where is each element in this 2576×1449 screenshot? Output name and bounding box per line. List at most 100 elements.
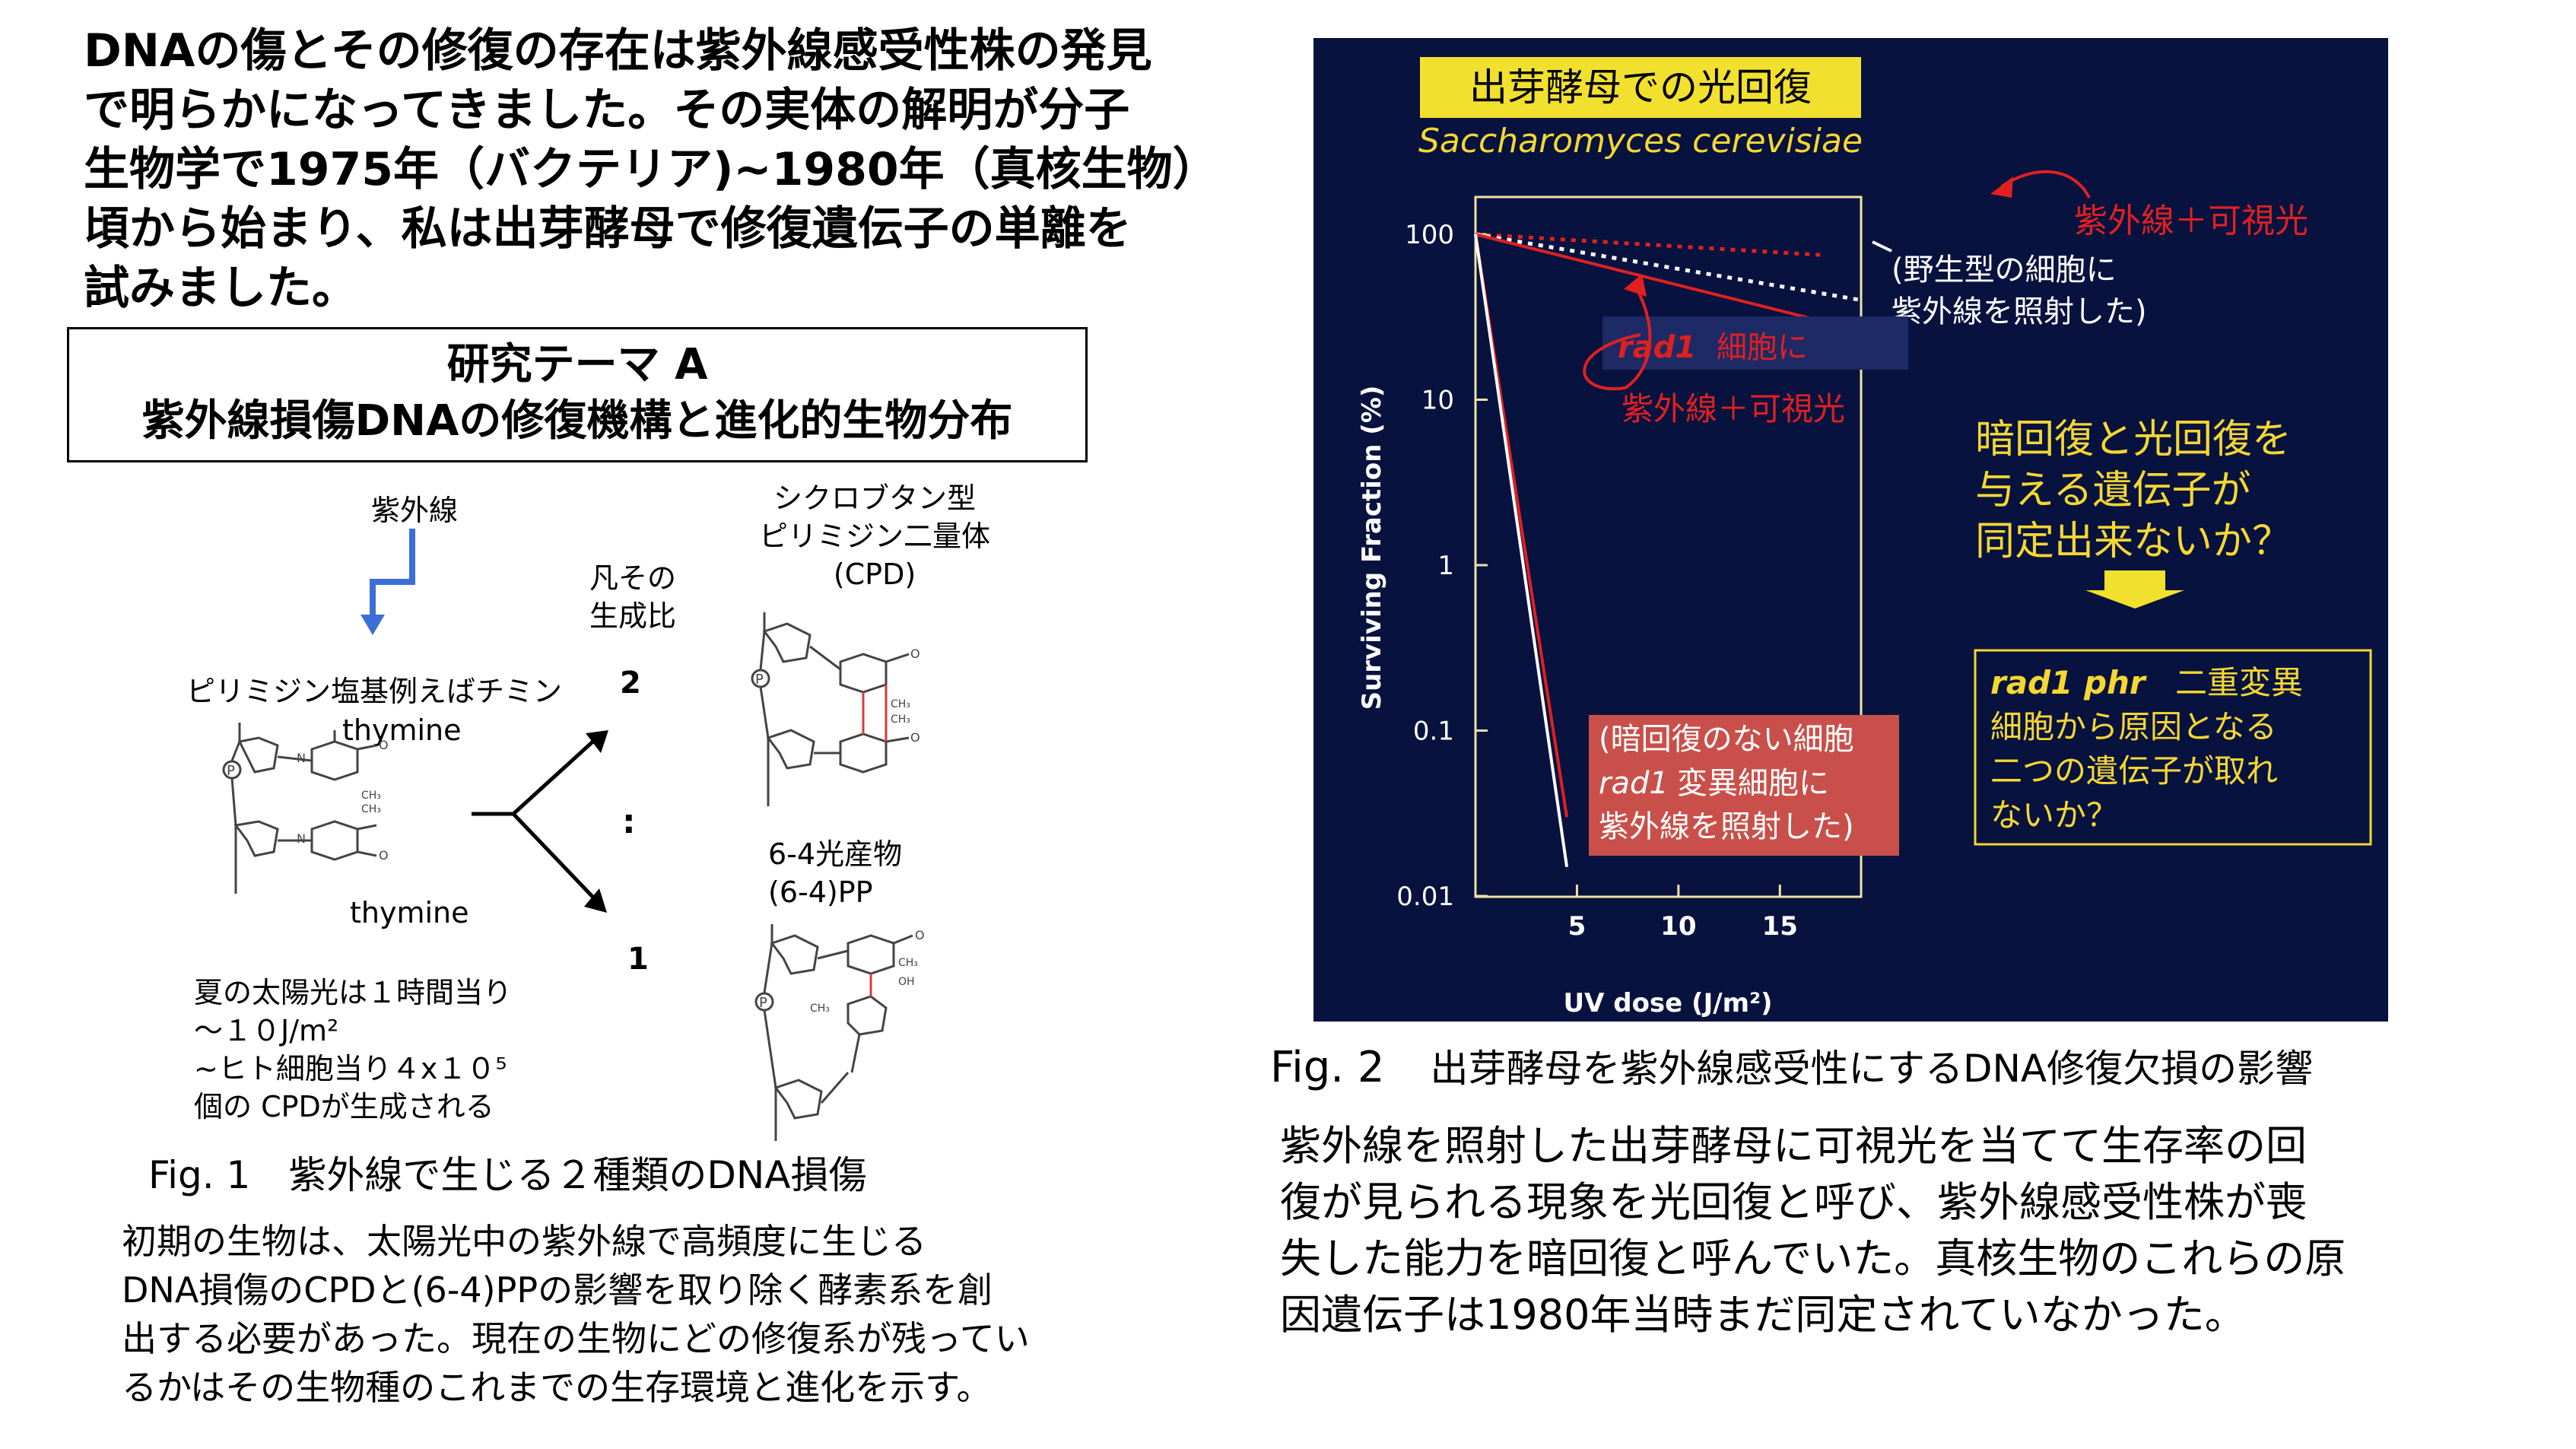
y-tick-label: 0.01 bbox=[1396, 882, 1454, 912]
paragraph-line: るかはその生物種のこれまでの生存環境と進化を示す。 bbox=[122, 1367, 992, 1408]
svg-text:O: O bbox=[379, 738, 389, 752]
cpd-label: シクロブタン型 ピリミジン二量体 (CPD) bbox=[730, 479, 1019, 593]
series-line bbox=[1475, 232, 1821, 257]
branch-arrow-icon bbox=[472, 730, 608, 913]
pp64-structure-diagram: P OH CH₃ CH₃ O bbox=[754, 924, 925, 1141]
fig2-caption: Fig. 2 出芽酵母を紫外線感受性にするDNA修復欠損の影響 bbox=[1270, 1038, 2313, 1093]
pyrimidine-label: ピリミジン塩基例えばチミン bbox=[186, 675, 563, 708]
sunlight-note-line: ～１０J/m² bbox=[194, 1014, 339, 1047]
fig2-caption-number: Fig. 2 bbox=[1270, 1043, 1385, 1092]
intro-line: DNAの傷とその修復の存在は紫外線感受性株の発見 bbox=[84, 24, 1152, 78]
ratio-colon: : bbox=[622, 802, 636, 841]
intro-line: 頃から始まり、私は出芽酵母で修復遺伝子の単離を bbox=[84, 202, 1132, 256]
annot-rad1-cells: 細胞に bbox=[1717, 330, 1808, 365]
y-tick-label: 0.1 bbox=[1413, 717, 1454, 747]
ratio-one: 1 bbox=[627, 942, 649, 977]
annot-uv-vis: 紫外線＋可視光 bbox=[2074, 202, 2308, 240]
annot-dark-box bbox=[1589, 715, 1899, 856]
fig2-caption-text: 出芽酵母を紫外線感受性にするDNA修復欠損の影響 bbox=[1430, 1047, 2314, 1091]
annot-dark-line: 紫外線を照射した) bbox=[1599, 809, 1854, 844]
y-tick-label: 1 bbox=[1437, 551, 1454, 581]
series-line bbox=[1475, 232, 1862, 303]
cpd-structure-diagram: P O O CH₃ CH₃ bbox=[751, 612, 920, 806]
fig2-panel: 出芽酵母での光回復 Saccharomyces cerevisiae Survi… bbox=[1313, 38, 2388, 1022]
ratio-label: 凡その 生成比 bbox=[572, 559, 694, 635]
intro-line: で明らかになってきました。その実体の解明が分子 bbox=[84, 84, 1130, 137]
intro-line: 生物学で1975年（バクテリア)~1980年（真核生物） bbox=[84, 143, 1218, 196]
series-line bbox=[1475, 233, 1822, 323]
question-line: 暗回復と光回復を bbox=[1975, 417, 2292, 462]
arrow-head-icon bbox=[1990, 176, 2013, 198]
svg-text:CH₃: CH₃ bbox=[361, 790, 381, 802]
svg-text:N: N bbox=[297, 751, 306, 765]
sunlight-note-line: 個の CPDが生成される bbox=[194, 1090, 494, 1123]
svg-text:CH₃: CH₃ bbox=[891, 713, 910, 726]
question-line: 同定出来ないか？ bbox=[1975, 519, 2292, 564]
double-mutant-line: ないか？ bbox=[1990, 796, 2118, 834]
intro-line: 試みました。 bbox=[84, 262, 357, 315]
thymine-label-top: thymine bbox=[342, 713, 462, 747]
fig1-caption: Fig. 1 紫外線で生じる２種類のDNA損傷 bbox=[148, 1153, 867, 1197]
cpd-label-line: シクロブタン型 bbox=[773, 481, 976, 515]
x-tick-label: 10 bbox=[1660, 911, 1696, 942]
species-name: Saccharomyces cerevisiae bbox=[1418, 122, 1863, 160]
double-mutant-genes: rad1 phr bbox=[1990, 664, 2147, 701]
svg-text:CH₃: CH₃ bbox=[891, 698, 910, 710]
svg-text:OH: OH bbox=[898, 976, 915, 988]
paragraph-line: 因遺伝子は1980年当時まだ同定されていなかった。 bbox=[1280, 1291, 2246, 1339]
series-line bbox=[1474, 234, 1569, 867]
ratio-label-line: 生成比 bbox=[589, 599, 676, 633]
down-arrow-head-icon bbox=[2085, 590, 2184, 609]
theme-subtitle: 紫外線損傷DNAの修復機構と進化的生物分布 bbox=[141, 396, 1013, 446]
down-arrow-icon bbox=[2104, 570, 2165, 590]
annot-rad1-gene: rad1 bbox=[1618, 330, 1696, 365]
paragraph-line: 紫外線を照射した出芽酵母に可視光を当てて生存率の回 bbox=[1280, 1122, 2307, 1170]
svg-text:N: N bbox=[297, 831, 306, 846]
annot-rad1-treatment: 紫外線＋可視光 bbox=[1622, 390, 1845, 427]
uv-arrow-icon bbox=[361, 529, 415, 635]
ratio-label-line: 凡その bbox=[589, 561, 676, 595]
double-mutant-line: 細胞から原因となる bbox=[1990, 708, 2277, 745]
curved-arrow-icon bbox=[1583, 281, 1652, 391]
pp-label-line: (6-4)PP bbox=[768, 875, 873, 909]
svg-text:CH₃: CH₃ bbox=[810, 1003, 830, 1015]
sunlight-note-line: 夏の太陽光は１時間当り bbox=[194, 976, 513, 1009]
paragraph-line: 出する必要があった。現在の生物にどの修復系が残ってい bbox=[122, 1318, 1030, 1359]
annot-wild-line: (野生型の細胞に bbox=[1892, 253, 2117, 288]
cpd-label-line: ピリミジン二量体 bbox=[758, 520, 990, 553]
thymine-label-bottom: thymine bbox=[350, 896, 469, 929]
theme-title: 研究テーマ A bbox=[446, 340, 708, 389]
x-axis-label: UV dose (J/m²) bbox=[1563, 988, 1772, 1018]
annot-wild-line: 紫外線を照射した) bbox=[1892, 294, 2147, 329]
curved-arrow-icon bbox=[2000, 170, 2091, 199]
pp-label-line: 6-4光産物 bbox=[768, 837, 903, 871]
intro-text: DNAの傷とその修復の存在は紫外線感受性株の発見 で明らかになってきました。その… bbox=[84, 21, 1240, 318]
svg-text:CH₃: CH₃ bbox=[898, 957, 918, 969]
svg-text:CH₃: CH₃ bbox=[361, 803, 381, 815]
arrow-head-icon bbox=[1624, 274, 1647, 297]
double-mutant-line: 二重変異 bbox=[2175, 664, 2303, 701]
double-mutant-box bbox=[1974, 649, 2372, 846]
cpd-label-line: (CPD) bbox=[833, 558, 916, 591]
plot-frame bbox=[1474, 195, 1863, 898]
svg-text:O: O bbox=[910, 730, 920, 745]
y-tick-label: 100 bbox=[1405, 220, 1454, 250]
svg-text:O: O bbox=[910, 647, 920, 661]
chart-title-box bbox=[1420, 57, 1861, 118]
uv-label: 紫外線 bbox=[371, 494, 459, 527]
sunlight-note-line: ~ヒト細胞当り４x１０⁵ bbox=[194, 1052, 507, 1085]
question-line: 与える遺伝子が bbox=[1975, 468, 2250, 513]
ratio-two: 2 bbox=[620, 666, 641, 701]
paragraph-line: 失した能力を暗回復と呼んでいた。真核生物のこれらの原 bbox=[1280, 1235, 2346, 1282]
x-tick-label: 15 bbox=[1762, 911, 1798, 942]
annot-rad1-box bbox=[1602, 316, 1908, 370]
annot-dark-gene: rad1 bbox=[1599, 766, 1669, 801]
y-tick-label: 10 bbox=[1421, 386, 1454, 416]
svg-text:P: P bbox=[755, 672, 764, 688]
svg-text:O: O bbox=[915, 928, 925, 942]
svg-text:P: P bbox=[227, 763, 235, 779]
paragraph-line: 初期の生物は、太陽光中の紫外線で高頻度に生じる bbox=[122, 1221, 926, 1262]
y-axis-label: Surviving Fraction (%) bbox=[1357, 386, 1387, 710]
survival-chart: 出芽酵母での光回復 Saccharomyces cerevisiae Survi… bbox=[1357, 57, 2372, 1018]
annot-dark-line: (暗回復のない細胞 bbox=[1599, 722, 1854, 757]
